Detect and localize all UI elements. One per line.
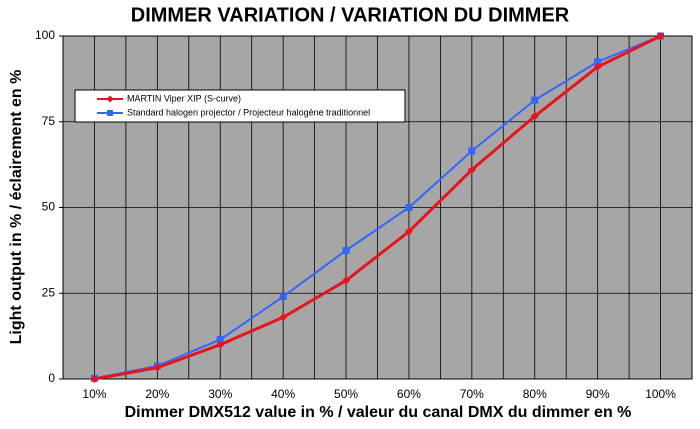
series-line	[94, 34, 662, 381]
point	[656, 32, 665, 40]
x-tick-label: 80%	[523, 387, 547, 401]
point	[467, 165, 476, 174]
point	[342, 246, 350, 254]
y-tick-label: 100	[35, 28, 55, 42]
legend-label: MARTIN Viper XIP (S-curve)	[127, 93, 241, 103]
legend-box	[74, 89, 406, 123]
point	[593, 62, 602, 71]
point	[279, 313, 288, 322]
series-line	[94, 35, 661, 380]
point	[404, 227, 413, 236]
point	[468, 147, 476, 155]
x-tick-label: 90%	[586, 387, 610, 401]
point	[530, 112, 539, 121]
point	[279, 293, 287, 301]
y-tick-label: 75	[42, 114, 56, 128]
legend-label: Standard halogen projector / Projecteur …	[127, 107, 370, 117]
y-tick-label: 50	[42, 200, 56, 214]
x-tick-label: 100%	[645, 387, 676, 401]
point	[216, 336, 224, 344]
x-tick-label: 60%	[397, 387, 421, 401]
point	[342, 276, 351, 285]
y-tick-label: 25	[42, 285, 56, 299]
legend-marker	[106, 95, 114, 103]
x-axis-label: Dimmer DMX512 value in % / valeur du can…	[125, 404, 632, 421]
x-tick-label: 10%	[82, 387, 106, 401]
point	[405, 204, 413, 211]
point	[531, 96, 539, 104]
x-tick-label: 50%	[334, 387, 358, 401]
point	[90, 375, 99, 383]
y-tick-label: 0	[48, 371, 55, 385]
point	[216, 340, 225, 349]
legend-marker	[107, 110, 113, 116]
x-tick-label: 20%	[145, 387, 169, 401]
x-tick-label: 70%	[460, 387, 484, 401]
chart-title: DIMMER VARIATION / VARIATION DU DIMMER	[131, 4, 570, 26]
point	[153, 363, 162, 372]
x-tick-label: 30%	[208, 387, 232, 401]
y-axis-label: Light output in % / éclairement en %	[8, 70, 25, 345]
x-tick-label: 40%	[271, 387, 295, 401]
point	[594, 58, 602, 66]
